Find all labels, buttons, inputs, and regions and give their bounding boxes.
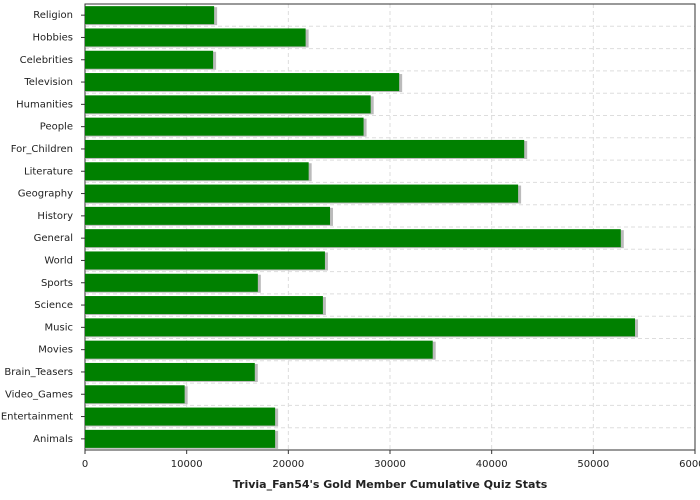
y-tick-label: Movies [38, 345, 73, 356]
y-tick-label: Music [45, 322, 73, 333]
bar [85, 184, 519, 203]
y-tick-label: World [44, 255, 73, 266]
y-tick-label: Video_Games [5, 389, 73, 400]
bar [85, 296, 323, 315]
x-tick-label: 50000 [577, 459, 609, 470]
bar [85, 340, 433, 359]
y-tick-label: Literature [24, 166, 73, 177]
y-tick-label: Sports [41, 278, 73, 289]
bar [85, 73, 400, 92]
x-tick-label: 60000 [679, 459, 700, 470]
x-tick-label: 10000 [171, 459, 203, 470]
bar [85, 162, 309, 181]
bar [85, 318, 636, 337]
bar [85, 273, 258, 292]
bar [85, 251, 325, 270]
y-tick-label: Science [34, 300, 73, 311]
y-tick-label: Humanities [16, 99, 73, 110]
x-tick-label: 20000 [272, 459, 304, 470]
y-tick-label: History [37, 211, 73, 222]
y-tick-label: People [40, 122, 73, 133]
y-tick-label: Hobbies [33, 32, 73, 43]
x-axis-label: Trivia_Fan54's Gold Member Cumulative Qu… [233, 478, 548, 491]
y-tick-label: Entertainment [1, 412, 73, 423]
y-tick-label: Animals [33, 434, 73, 445]
plot-frame [84, 3, 696, 451]
bar [85, 362, 255, 381]
bar [85, 50, 214, 69]
y-tick-label: Brain_Teasers [4, 367, 73, 378]
y-tick-label: General [34, 233, 73, 244]
y-tick-label: Celebrities [20, 55, 73, 66]
y-tick-label: Religion [33, 10, 73, 21]
bar [85, 95, 371, 114]
y-tick-label: Geography [18, 189, 73, 200]
x-tick-label: 30000 [374, 459, 406, 470]
x-tick-label: 0 [82, 459, 88, 470]
bar [85, 6, 215, 25]
bar [85, 429, 276, 448]
bar [85, 407, 276, 426]
bar [85, 385, 185, 404]
x-tick-label: 40000 [476, 459, 508, 470]
bar [85, 229, 621, 248]
bar [85, 117, 364, 136]
y-tick-label: Television [23, 77, 73, 88]
bar [85, 28, 306, 47]
bar [85, 206, 331, 225]
y-tick-label: For_Children [11, 144, 73, 155]
bar [85, 139, 525, 158]
